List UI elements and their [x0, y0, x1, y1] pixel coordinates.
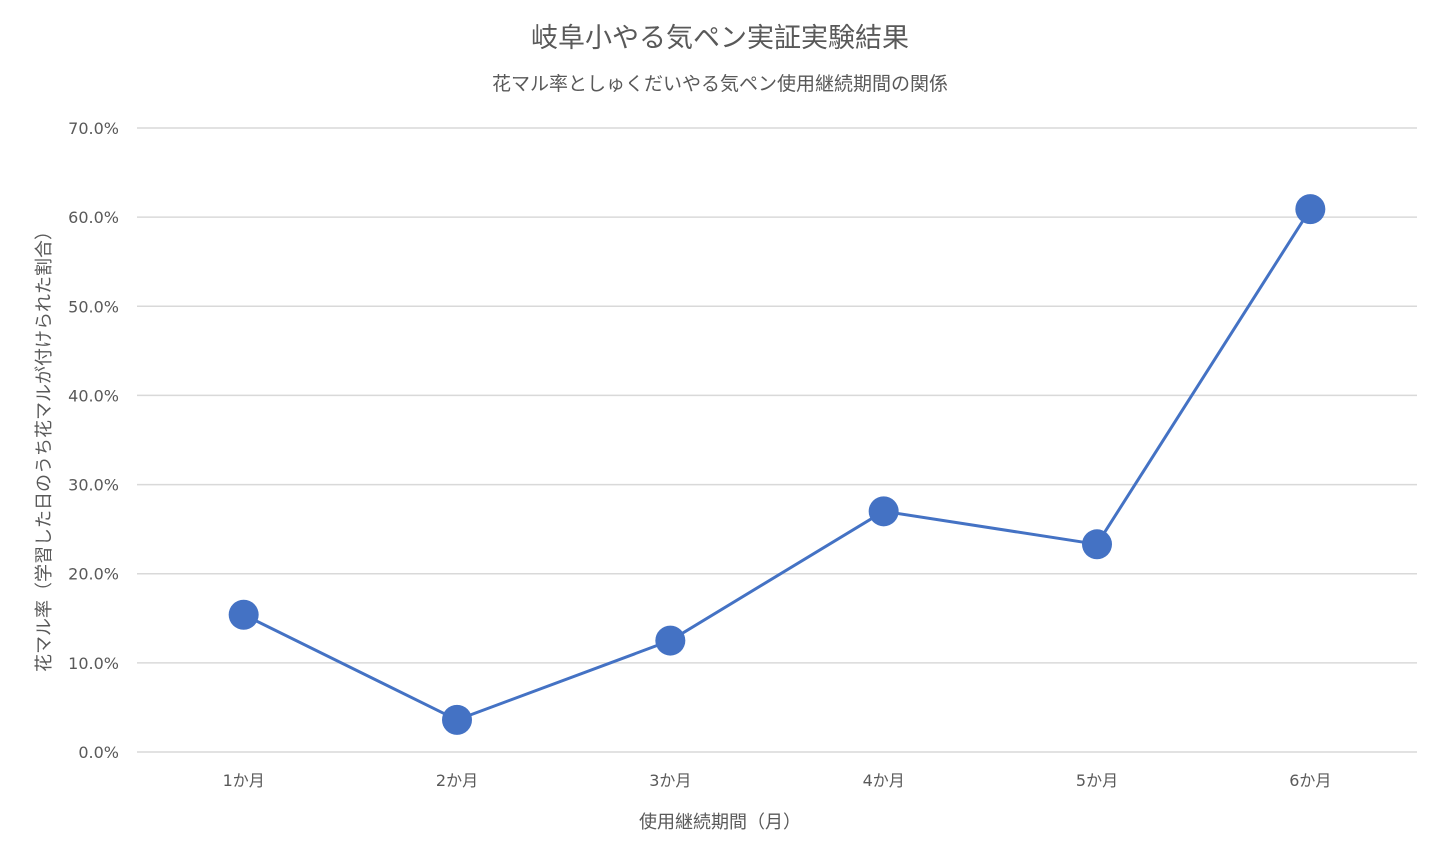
x-axis-title: 使用継続期間（月） [639, 812, 801, 833]
chart-title: 岐阜小やる気ペン実証実験結果 [531, 23, 909, 54]
y-tick-label: 50.0% [68, 297, 119, 316]
x-tick-label: 5か月 [1076, 771, 1118, 790]
x-tick-label: 1か月 [223, 771, 265, 790]
y-tick-label: 10.0% [68, 654, 119, 673]
x-tick-label: 2か月 [436, 771, 478, 790]
y-tick-label: 70.0% [68, 119, 119, 138]
x-axis-ticks: 1か月 2か月 3か月 4か月 5か月 6か月 [223, 771, 1332, 790]
data-point[interactable] [442, 704, 472, 735]
data-point[interactable] [1082, 529, 1112, 560]
data-point[interactable] [1295, 194, 1326, 225]
y-axis-ticks: 0.0% 10.0% 20.0% 30.0% 40.0% 50.0% 60.0% 70.0% [68, 119, 119, 762]
data-point[interactable] [228, 599, 259, 630]
data-point[interactable] [655, 625, 686, 656]
y-tick-label: 20.0% [68, 565, 119, 584]
y-tick-label: 0.0% [78, 743, 119, 762]
y-tick-label: 40.0% [68, 386, 119, 405]
x-tick-label: 6か月 [1289, 771, 1331, 790]
data-point[interactable] [868, 496, 899, 527]
chart-subtitle: 花マル率としゅくだいやる気ペン使用継続期間の関係 [492, 73, 948, 95]
y-axis-title: 花マル率（学習した日のうち花マルが付けられた割合） [34, 222, 55, 672]
series-line [243, 208, 1312, 722]
x-tick-label: 3か月 [649, 771, 691, 790]
series-group [228, 194, 1326, 735]
x-tick-label: 4か月 [863, 771, 905, 790]
y-tick-label: 30.0% [68, 476, 119, 495]
gridlines [137, 127, 1417, 753]
y-tick-label: 60.0% [68, 208, 119, 227]
